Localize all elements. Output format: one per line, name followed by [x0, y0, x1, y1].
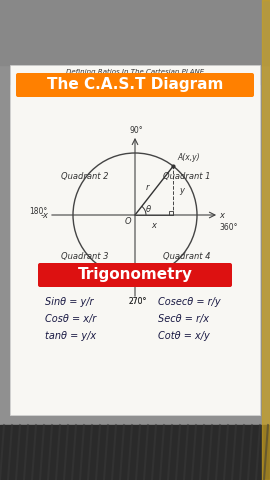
Text: x: x [219, 211, 224, 219]
Text: 90°: 90° [129, 126, 143, 135]
Text: A(x,y): A(x,y) [177, 153, 200, 162]
Text: tanθ = y/x: tanθ = y/x [45, 331, 96, 341]
Text: Quadrant 3: Quadrant 3 [61, 252, 109, 262]
Text: 270°: 270° [129, 297, 147, 306]
Bar [10, 65, 260, 415]
Text: Quadrant 4: Quadrant 4 [163, 252, 211, 262]
Text: x: x [151, 221, 157, 230]
Text: r: r [145, 183, 149, 192]
FancyBboxPatch shape [16, 73, 254, 97]
Text: Trigonometry: Trigonometry [77, 267, 193, 283]
Text: Sinθ = y/r: Sinθ = y/r [45, 297, 93, 307]
Text: 360°: 360° [219, 223, 238, 232]
Text: Quadrant 1: Quadrant 1 [163, 172, 211, 181]
Text: 270°: 270° [129, 297, 147, 306]
Text: Cotθ = x/y: Cotθ = x/y [158, 331, 210, 341]
Text: θ: θ [146, 205, 151, 215]
Text: y: y [179, 186, 184, 195]
Text: Quadrant 2: Quadrant 2 [61, 172, 109, 181]
Text: Secθ = r/x: Secθ = r/x [158, 314, 209, 324]
FancyBboxPatch shape [38, 263, 232, 287]
Text: Cosecθ = r/y: Cosecθ = r/y [158, 297, 221, 307]
Text: O: O [125, 217, 131, 227]
Text: 180°: 180° [29, 206, 47, 216]
Text: Cosθ = x/r: Cosθ = x/r [45, 314, 96, 324]
Bar [169, 211, 173, 215]
Text: The C.A.S.T Diagram: The C.A.S.T Diagram [47, 77, 223, 93]
Text: -x: -x [41, 211, 49, 219]
FancyBboxPatch shape [10, 85, 260, 415]
Text: Defining Ratios In The Cartesian PLANE: Defining Ratios In The Cartesian PLANE [66, 69, 204, 75]
